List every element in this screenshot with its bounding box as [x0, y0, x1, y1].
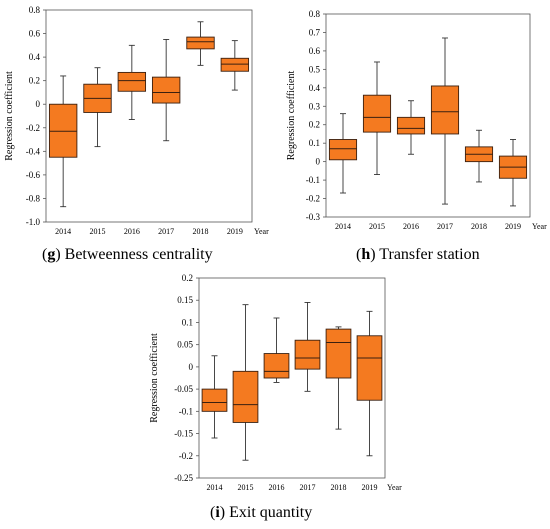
caption-g-text: Betweenness centrality — [64, 246, 213, 263]
x-tick-label: 2019 — [362, 483, 378, 492]
x-tick-label: 2014 — [335, 222, 351, 231]
x-tick-label: 2017 — [158, 227, 174, 236]
x-tick-label: 2018 — [471, 222, 487, 231]
caption-i-letter: i — [215, 504, 220, 521]
plot-frame — [198, 277, 386, 479]
box-2015 — [362, 94, 392, 133]
box-2016 — [117, 71, 147, 92]
box-2018 — [325, 328, 352, 379]
x-tick-label: 2015 — [238, 483, 254, 492]
boxplot-i: -0.25 -0.2 -0.15 -0.1 -0.05 0 0.05 0.1 0.15 0.2 Re… — [149, 273, 402, 492]
y-tick-label: 0.8 — [29, 5, 41, 15]
y-tick-label: 0 — [36, 99, 41, 109]
box-2014 — [201, 388, 228, 412]
box-2014 — [48, 103, 78, 158]
y-tick-label: 0.5 — [309, 64, 321, 74]
y-tick-label: 0.6 — [309, 46, 321, 56]
y-tick-label: 0.1 — [309, 138, 320, 148]
chart-panel-g: -1.0 -0.8 -0.6 -0.4 -0.2 0 0.2 0.4 0.6 0.8 Regress… — [0, 0, 270, 240]
y-tick-label: 0.4 — [29, 52, 41, 62]
plot-frame — [325, 13, 531, 218]
y-tick-label: -0.15 — [174, 429, 193, 439]
y-tick-label: -0.6 — [26, 170, 41, 180]
x-tick-label: 2014 — [55, 227, 71, 236]
caption-h-text: Transfer station — [379, 246, 480, 263]
y-tick-label: 0.6 — [29, 29, 41, 39]
box-2015 — [232, 370, 259, 423]
box-2017 — [151, 76, 181, 104]
x-tick-label: 2016 — [124, 227, 140, 236]
y-tick-label: 0 — [316, 157, 321, 167]
y-tick-label: -0.1 — [306, 175, 320, 185]
box-2016 — [263, 353, 290, 379]
y-tick-label: -0.2 — [26, 123, 40, 133]
box-2019 — [220, 57, 250, 72]
y-tick-label: -0.05 — [174, 384, 193, 394]
x-tick-label: 2017 — [300, 483, 316, 492]
x-tick-label: 2019 — [227, 227, 243, 236]
y-axis-label: Regression coefficient — [4, 71, 15, 161]
y-axis-label: Regression coefficient — [286, 71, 297, 161]
y-tick-label: 0.2 — [29, 76, 40, 86]
box-2017 — [294, 339, 321, 370]
x-tick-label: 2018 — [331, 483, 347, 492]
x-tick-label: 2017 — [437, 222, 453, 231]
x-axis-label: Year — [254, 227, 269, 236]
y-tick-label: 0.7 — [309, 27, 321, 37]
y-tick-label: -0.2 — [179, 451, 193, 461]
y-tick-label: -0.25 — [174, 473, 193, 483]
y-tick-label: -1.0 — [26, 217, 41, 227]
caption-g: (g) Betweenness centrality — [42, 246, 213, 263]
y-tick-label: -0.3 — [306, 212, 321, 222]
caption-g-letter: g — [47, 246, 56, 263]
y-tick-label: 0.8 — [309, 9, 321, 19]
x-tick-label: 2016 — [403, 222, 419, 231]
y-tick-label: 0.15 — [177, 295, 193, 305]
y-tick-label: 0.2 — [309, 120, 320, 130]
y-tick-label: -0.4 — [26, 146, 41, 156]
y-tick-label: 0.3 — [309, 101, 321, 111]
y-tick-label: 0.1 — [182, 317, 193, 327]
box-2017 — [430, 85, 460, 135]
x-axis-label: Year — [532, 222, 547, 231]
boxplot-g: -1.0 -0.8 -0.6 -0.4 -0.2 0 0.2 0.4 0.6 0.8 Regress… — [4, 5, 269, 236]
y-tick-label: 0 — [189, 362, 194, 372]
box-2018 — [186, 36, 215, 50]
y-tick-label: -0.2 — [306, 194, 320, 204]
y-tick-label: -0.1 — [179, 406, 193, 416]
y-tick-label: 0.2 — [182, 273, 193, 283]
y-axis-label: Regression coefficient — [149, 333, 160, 423]
x-tick-label: 2018 — [193, 227, 209, 236]
boxplot-h: -0.3 -0.2 -0.1 0 0.1 0.2 0.3 0.4 0.5 0.6 0.7 0.8 Reg… — [286, 9, 547, 231]
y-tick-label: -0.8 — [26, 193, 41, 203]
chart-panel-i: -0.25 -0.2 -0.15 -0.1 -0.05 0 0.05 0.1 0.15 0.2 Re… — [145, 270, 415, 500]
caption-i: (i) Exit quantity — [210, 504, 313, 521]
box-2014 — [328, 139, 358, 161]
chart-panel-h: -0.3 -0.2 -0.1 0 0.1 0.2 0.3 0.4 0.5 0.6 0.7 0.8 Reg… — [282, 0, 550, 240]
x-tick-label: 2014 — [207, 483, 223, 492]
x-tick-label: 2015 — [90, 227, 106, 236]
x-tick-label: 2016 — [269, 483, 285, 492]
y-tick-label: 0.4 — [309, 83, 321, 93]
x-tick-label: 2015 — [369, 222, 385, 231]
box-2016 — [396, 116, 426, 135]
caption-h-letter: h — [361, 246, 371, 263]
box-2019 — [356, 335, 383, 401]
x-axis-label: Year — [387, 483, 402, 492]
y-tick-label: 0.05 — [177, 340, 193, 350]
caption-i-text: Exit quantity — [229, 504, 313, 521]
x-tick-label: 2019 — [505, 222, 521, 231]
caption-h: (h) Transfer station — [356, 246, 480, 263]
plot-frame — [45, 9, 253, 223]
